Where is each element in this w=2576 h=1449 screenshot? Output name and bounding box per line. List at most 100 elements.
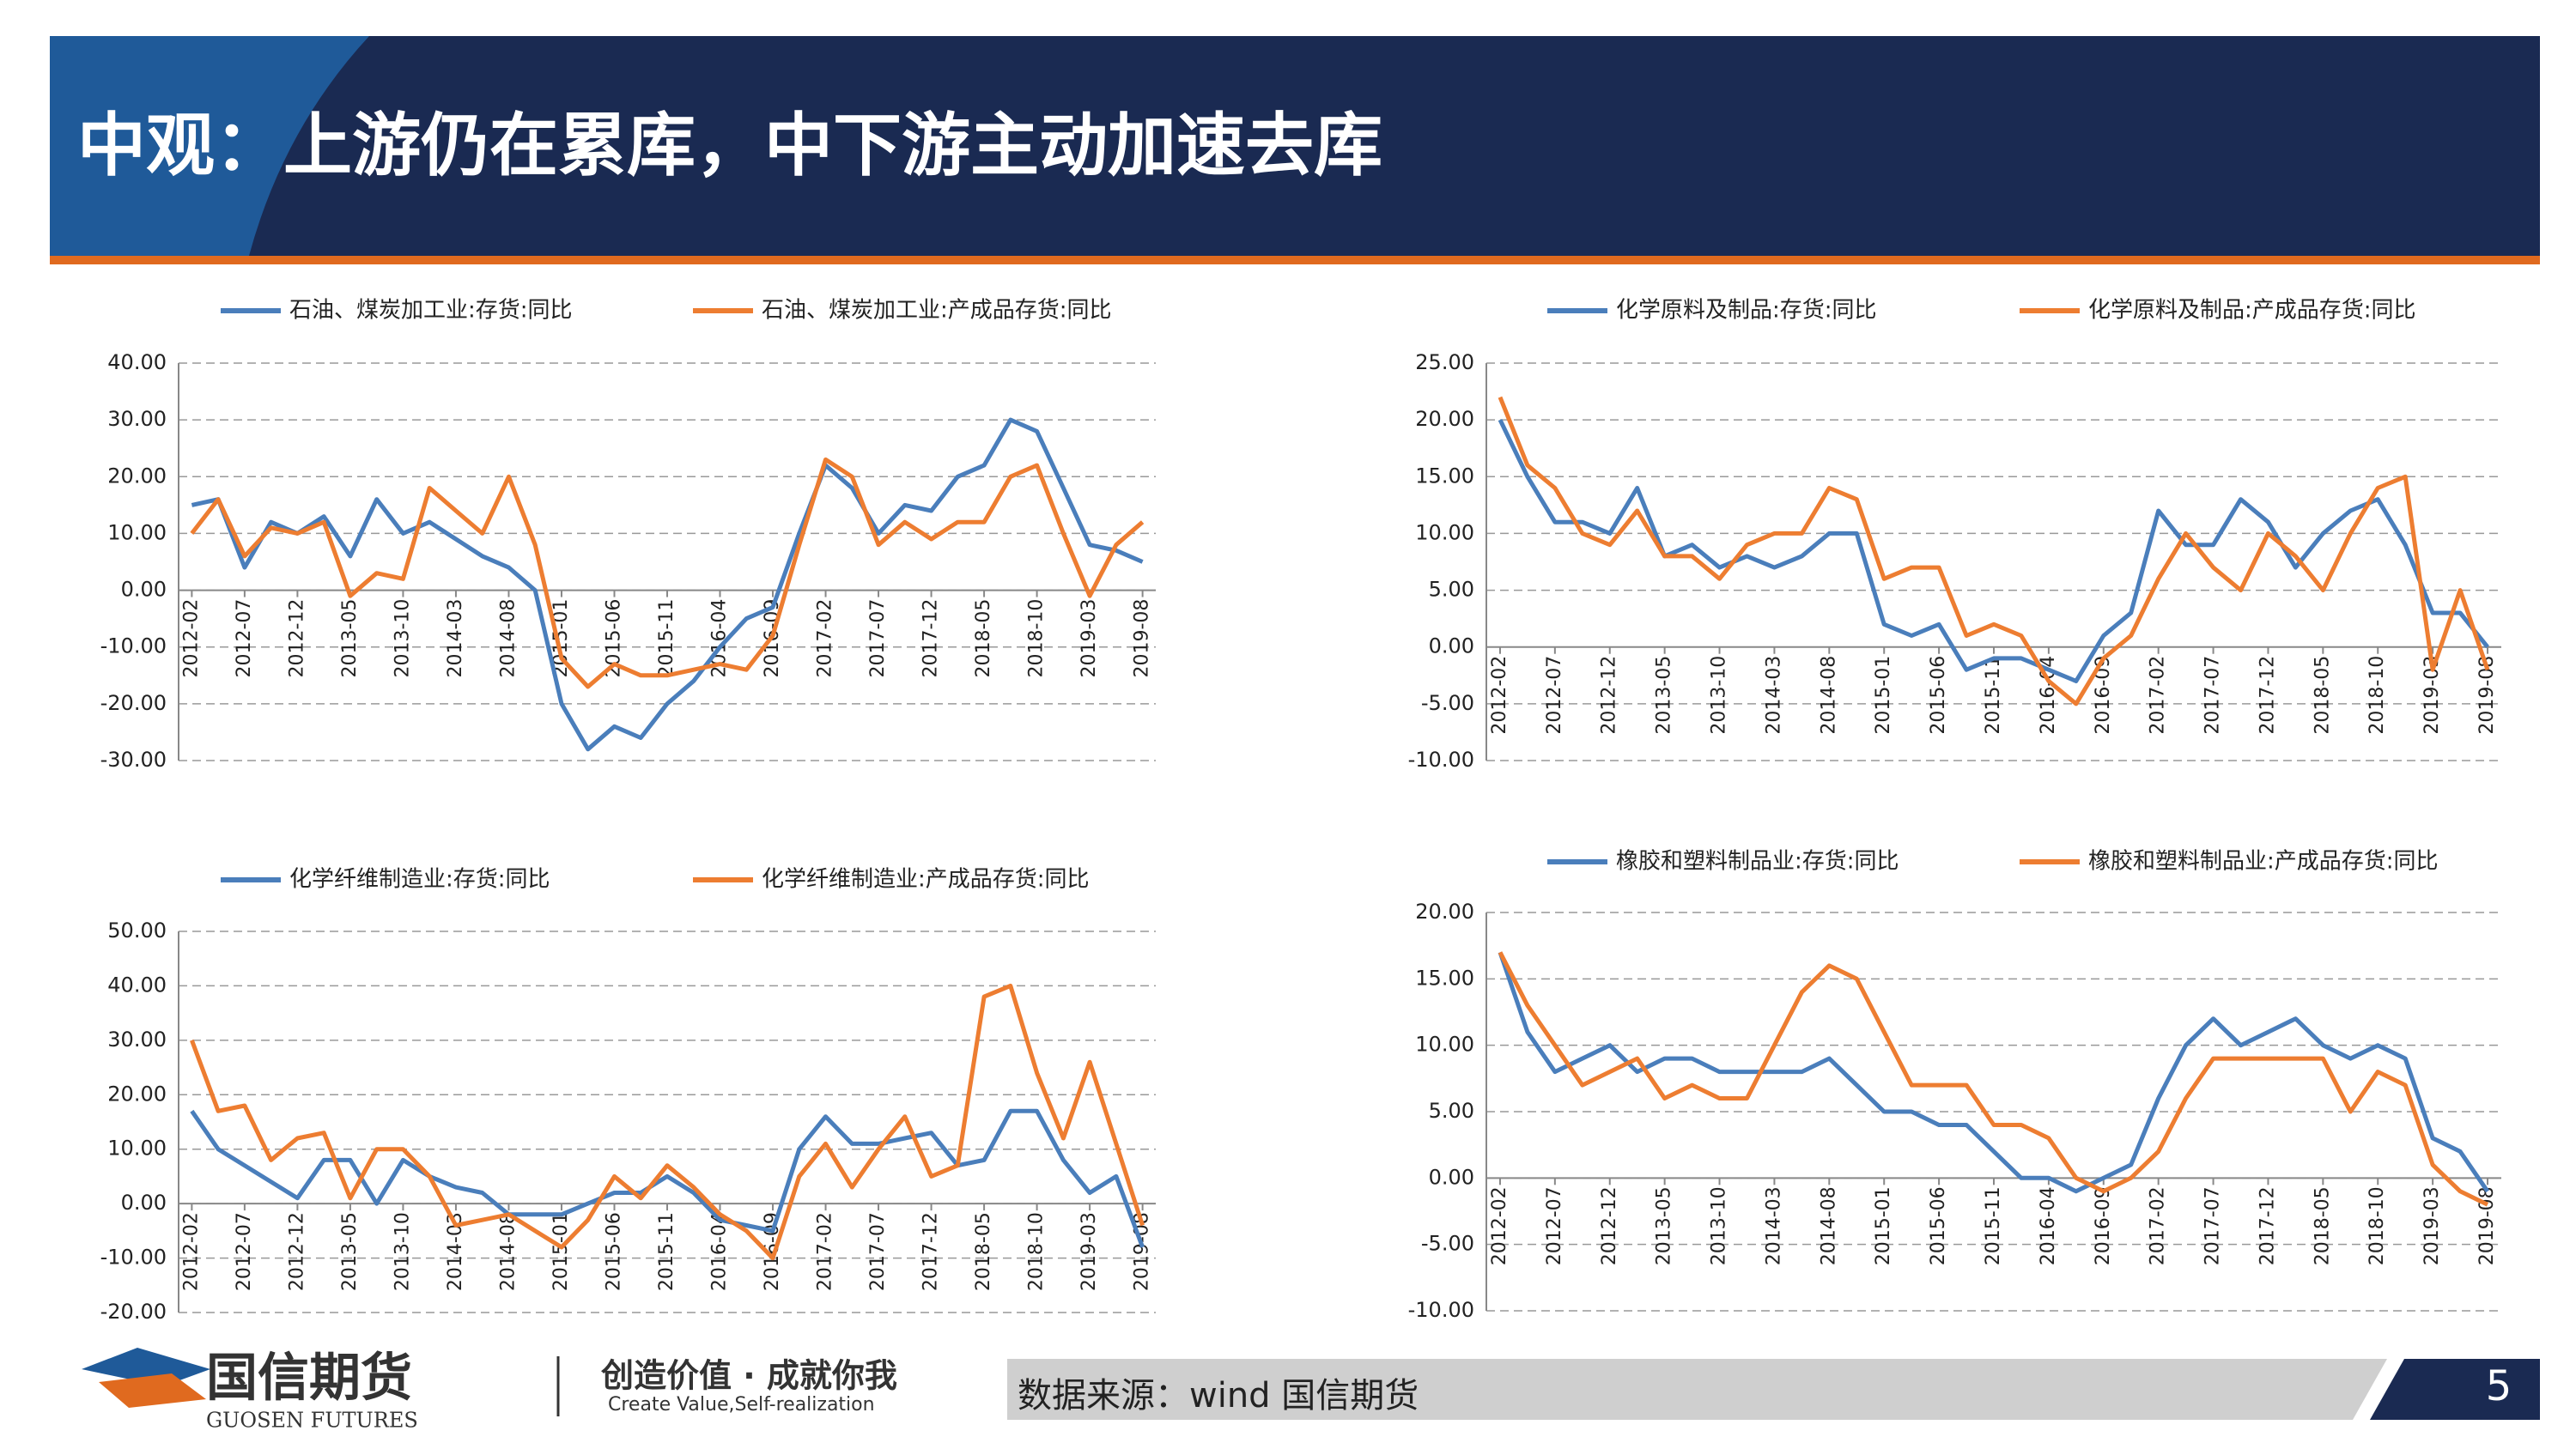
- y-tick-label: 50.00: [107, 919, 167, 943]
- y-tick-label: 20.00: [107, 1082, 167, 1106]
- y-tick-label: 20.00: [1415, 900, 1474, 924]
- x-tick-label: 2018-05: [973, 599, 994, 678]
- logo-en: GUOSEN FUTURES: [206, 1409, 418, 1433]
- y-tick-label: 20.00: [1415, 407, 1474, 431]
- y-tick-label: 0.00: [1429, 1165, 1474, 1189]
- y-tick-label: -10.00: [100, 634, 167, 658]
- x-tick-label: 2012-02: [1489, 656, 1510, 735]
- x-tick-label: 2013-05: [339, 1212, 361, 1291]
- legend-label: 化学纤维制造业:存货:同比: [289, 867, 550, 893]
- x-tick-label: 2016-04: [709, 1212, 731, 1291]
- series-line: [1498, 951, 2489, 1207]
- x-tick-label: 2017-02: [2148, 1186, 2169, 1265]
- y-tick-label: 40.00: [107, 350, 167, 374]
- x-tick-label: 2012-07: [1544, 656, 1565, 735]
- x-tick-label: 2015-11: [656, 599, 677, 678]
- x-tick-label: 2012-07: [234, 599, 255, 678]
- slide-title: 中观：上游仍在累库，中下游主动加速去库: [77, 106, 1382, 185]
- y-tick-label: -5.00: [1421, 1232, 1474, 1256]
- legend-label: 石油、煤炭加工业:存货:同比: [289, 298, 573, 324]
- x-tick-label: 2017-12: [2257, 1186, 2278, 1265]
- x-tick-label: 2012-12: [286, 1212, 307, 1291]
- x-tick-label: 2016-09: [2093, 1186, 2114, 1265]
- y-tick-label: 30.00: [107, 407, 167, 431]
- x-tick-label: 2013-05: [1654, 1186, 1675, 1265]
- x-tick-label: 2017-12: [920, 1212, 942, 1291]
- x-tick-label: 2015-11: [1983, 1186, 2004, 1265]
- series-line: [1498, 951, 2490, 1194]
- y-tick-label: 10.00: [107, 520, 167, 544]
- series-line: [190, 1108, 1145, 1248]
- x-tick-label: 2012-02: [180, 1212, 202, 1291]
- series-line: [1498, 419, 2489, 683]
- y-tick-label: 5.00: [1429, 1099, 1474, 1123]
- y-tick-label: 0.00: [1429, 634, 1474, 658]
- legend-label: 橡胶和塑料制品业:存货:同比: [1616, 849, 1899, 875]
- header-band: [50, 36, 2540, 256]
- x-tick-label: 2017-07: [2202, 1186, 2224, 1265]
- y-tick-label: 0.00: [121, 578, 167, 602]
- slogan-cn: 创造价值 · 成就你我: [601, 1357, 897, 1395]
- x-tick-label: 2018-05: [2312, 1186, 2333, 1265]
- x-tick-label: 2015-01: [1873, 656, 1894, 735]
- legend-label: 化学纤维制造业:产成品存货:同比: [762, 867, 1090, 893]
- x-tick-label: 2014-03: [1763, 656, 1784, 735]
- x-tick-label: 2012-07: [1544, 1186, 1565, 1265]
- x-tick-label: 2012-07: [234, 1212, 255, 1291]
- y-tick-label: 5.00: [1429, 578, 1474, 602]
- x-tick-label: 2015-11: [1983, 656, 2004, 735]
- page-badge: [2370, 1359, 2540, 1420]
- x-tick-label: 2013-10: [392, 1212, 413, 1291]
- y-tick-label: -10.00: [1408, 748, 1474, 772]
- x-tick-label: 2014-08: [497, 1212, 519, 1291]
- header-accent: [50, 36, 369, 256]
- x-tick-label: 2018-05: [973, 1212, 994, 1291]
- series-line: [191, 417, 1144, 752]
- x-tick-label: 2018-10: [1026, 1212, 1048, 1291]
- x-tick-label: 2012-02: [1489, 1186, 1510, 1265]
- y-tick-label: 25.00: [1415, 350, 1474, 374]
- y-tick-label: 20.00: [107, 464, 167, 488]
- source-bar: [1007, 1359, 2387, 1420]
- x-tick-label: 2017-07: [2202, 656, 2224, 735]
- x-tick-label: 2018-10: [2366, 1186, 2388, 1265]
- x-tick-label: 2018-10: [2366, 656, 2388, 735]
- x-tick-label: 2013-05: [1654, 656, 1675, 735]
- x-tick-label: 2019-03: [1078, 1212, 1100, 1291]
- x-tick-label: 2017-12: [2257, 656, 2278, 735]
- x-tick-label: 2019-03: [2421, 1186, 2443, 1265]
- x-tick-label: 2017-02: [2148, 656, 2169, 735]
- x-tick-label: 2014-08: [497, 599, 519, 678]
- logo-mark: [99, 1373, 206, 1408]
- legend-label: 化学原料及制品:存货:同比: [1616, 298, 1877, 324]
- x-tick-label: 2013-10: [392, 599, 413, 678]
- x-tick-label: 2017-02: [815, 1212, 836, 1291]
- x-tick-label: 2015-06: [1928, 1186, 1949, 1265]
- y-tick-label: 30.00: [107, 1028, 167, 1052]
- x-tick-label: 2015-11: [656, 1212, 677, 1291]
- x-tick-label: 2019-08: [1132, 599, 1153, 678]
- y-tick-label: -20.00: [100, 691, 167, 715]
- y-tick-label: 40.00: [107, 973, 167, 997]
- x-tick-label: 2019-03: [1078, 599, 1100, 678]
- legend-label: 石油、煤炭加工业:产成品存货:同比: [762, 298, 1112, 324]
- y-tick-label: 15.00: [1415, 966, 1474, 990]
- x-tick-label: 2012-02: [180, 599, 202, 678]
- x-tick-label: 2015-06: [1928, 656, 1949, 735]
- x-tick-label: 2018-05: [2312, 656, 2333, 735]
- legend-label: 化学原料及制品:产成品存货:同比: [2088, 298, 2416, 324]
- slogan-en: Create Value,Self-realization: [608, 1394, 875, 1416]
- x-tick-label: 2012-12: [286, 599, 307, 678]
- series-line: [190, 983, 1145, 1261]
- x-tick-label: 2016-04: [2038, 1186, 2059, 1265]
- x-tick-label: 2013-05: [339, 599, 361, 678]
- y-tick-label: 10.00: [1415, 520, 1474, 544]
- y-tick-label: -10.00: [1408, 1298, 1474, 1322]
- x-tick-label: 2015-01: [1873, 1186, 1894, 1265]
- x-tick-label: 2012-12: [1599, 1186, 1620, 1265]
- x-tick-label: 2017-12: [920, 599, 942, 678]
- source: 数据来源：wind 国信期货: [1018, 1376, 1419, 1416]
- header-rule: [50, 256, 2540, 264]
- x-tick-label: 2017-02: [815, 599, 836, 678]
